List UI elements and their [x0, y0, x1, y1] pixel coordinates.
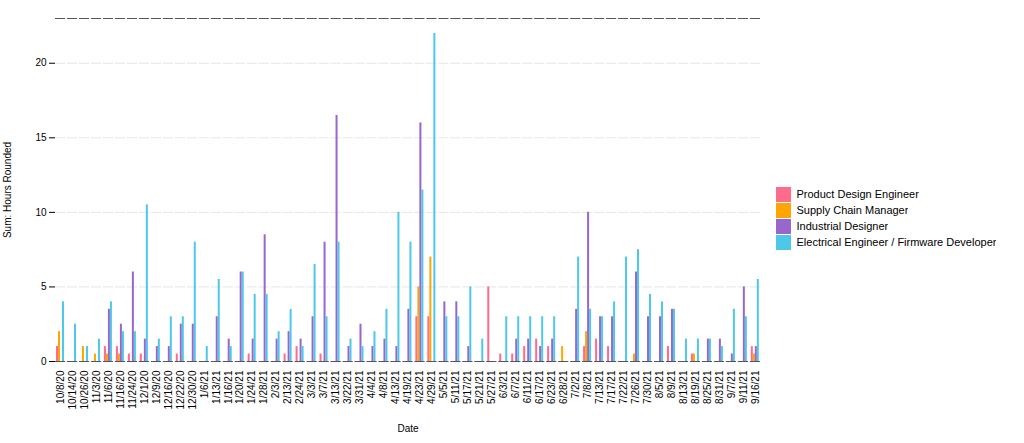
html-text:Supply Chain Manager: Supply Chain Manager [796, 204, 909, 217]
svg-text:7/26/21: 7/26/21 [630, 370, 641, 404]
svg-text:10: 10 [35, 206, 47, 217]
svg-text:6/11/21: 6/11/21 [522, 370, 533, 403]
svg-text:1/24/21: 1/24/21 [246, 370, 257, 404]
svg-text:9/16/21: 9/16/21 [750, 370, 761, 404]
svg-text:1/20/21: 1/20/21 [234, 370, 245, 404]
svg-text:6/17/21: 6/17/21 [534, 370, 545, 404]
html-text:Industrial Designer: Industrial Designer [796, 220, 889, 233]
svg-text:1/28/21: 1/28/21 [258, 370, 269, 404]
svg-text:3/7/21: 3/7/21 [318, 370, 329, 398]
svg-text:4/13/21: 4/13/21 [390, 370, 401, 404]
svg-text:4/8/21: 4/8/21 [378, 370, 389, 398]
html-text:Product Design Engineer: Product Design Engineer [796, 188, 919, 201]
svg-text:4/4/21: 4/4/21 [366, 370, 377, 398]
svg-text:8/25/21: 8/25/21 [702, 370, 713, 404]
svg-text:12/16/20: 12/16/20 [163, 370, 174, 409]
svg-text:0: 0 [41, 355, 47, 366]
svg-text:12/9/20: 12/9/20 [151, 370, 162, 404]
svg-text:5: 5 [41, 281, 47, 292]
svg-text:6/7/21: 6/7/21 [510, 370, 521, 398]
html-text:Electrical Engineer / Firmware: Electrical Engineer / Firmware Developer [796, 236, 997, 249]
svg-text:2/24/21: 2/24/21 [294, 370, 305, 404]
svg-text:3/22/21: 3/22/21 [342, 370, 353, 404]
svg-text:5/11/21: 5/11/21 [450, 370, 461, 403]
svg-text:12/30/20: 12/30/20 [187, 370, 198, 409]
svg-text:20: 20 [35, 57, 47, 68]
svg-text:8/31/21: 8/31/21 [714, 370, 725, 404]
svg-text:7/22/21: 7/22/21 [618, 370, 629, 404]
svg-text:1/13/21: 1/13/21 [211, 370, 222, 404]
svg-text:4/23/21: 4/23/21 [414, 370, 425, 404]
svg-text:10/14/20: 10/14/20 [67, 370, 78, 409]
svg-text:1/16/21: 1/16/21 [223, 370, 234, 404]
svg-text:6/3/21: 6/3/21 [498, 370, 509, 398]
svg-text:2/3/21: 2/3/21 [270, 370, 281, 398]
svg-text:10/26/20: 10/26/20 [79, 370, 90, 409]
svg-text:11/16/20: 11/16/20 [115, 370, 126, 409]
svg-text:3/13/21: 3/13/21 [330, 370, 341, 404]
svg-text:12/22/20: 12/22/20 [175, 370, 186, 409]
svg-text:4/29/21: 4/29/21 [426, 370, 437, 404]
svg-text:6/28/21: 6/28/21 [558, 370, 569, 404]
svg-text:5/5/21: 5/5/21 [438, 370, 449, 398]
svg-text:7/8/21: 7/8/21 [582, 370, 593, 398]
svg-text:1/6/21: 1/6/21 [199, 370, 210, 398]
svg-text:12/1/20: 12/1/20 [139, 370, 150, 404]
svg-text:8/9/21: 8/9/21 [666, 370, 677, 398]
svg-text:3/3/21: 3/3/21 [306, 370, 317, 398]
svg-text:11/24/20: 11/24/20 [127, 370, 138, 409]
svg-text:5/27/21: 5/27/21 [486, 370, 497, 404]
svg-text:2/13/21: 2/13/21 [282, 370, 293, 404]
svg-text:Date: Date [397, 422, 419, 433]
svg-text:9/11/21: 9/11/21 [738, 370, 749, 403]
svg-text:7/17/21: 7/17/21 [606, 370, 617, 404]
svg-text:7/2/21: 7/2/21 [570, 370, 581, 398]
svg-text:5/21/21: 5/21/21 [474, 370, 485, 404]
svg-text:7/13/21: 7/13/21 [594, 370, 605, 404]
svg-text:6/23/21: 6/23/21 [546, 370, 557, 404]
svg-text:Sum: Hours Rounded: Sum: Hours Rounded [2, 141, 13, 237]
svg-text:7/30/21: 7/30/21 [642, 370, 653, 404]
svg-text:8/13/21: 8/13/21 [678, 370, 689, 404]
svg-text:15: 15 [35, 132, 47, 143]
svg-text:8/19/21: 8/19/21 [690, 370, 701, 404]
svg-text:10/8/20: 10/8/20 [55, 370, 66, 404]
svg-text:9/7/21: 9/7/21 [726, 370, 737, 398]
svg-text:3/31/21: 3/31/21 [354, 370, 365, 404]
svg-text:11/6/20: 11/6/20 [103, 370, 114, 403]
svg-text:11/3/20: 11/3/20 [91, 370, 102, 403]
svg-text:4/19/21: 4/19/21 [402, 370, 413, 404]
svg-text:5/17/21: 5/17/21 [462, 370, 473, 404]
svg-text:8/5/21: 8/5/21 [654, 370, 665, 398]
